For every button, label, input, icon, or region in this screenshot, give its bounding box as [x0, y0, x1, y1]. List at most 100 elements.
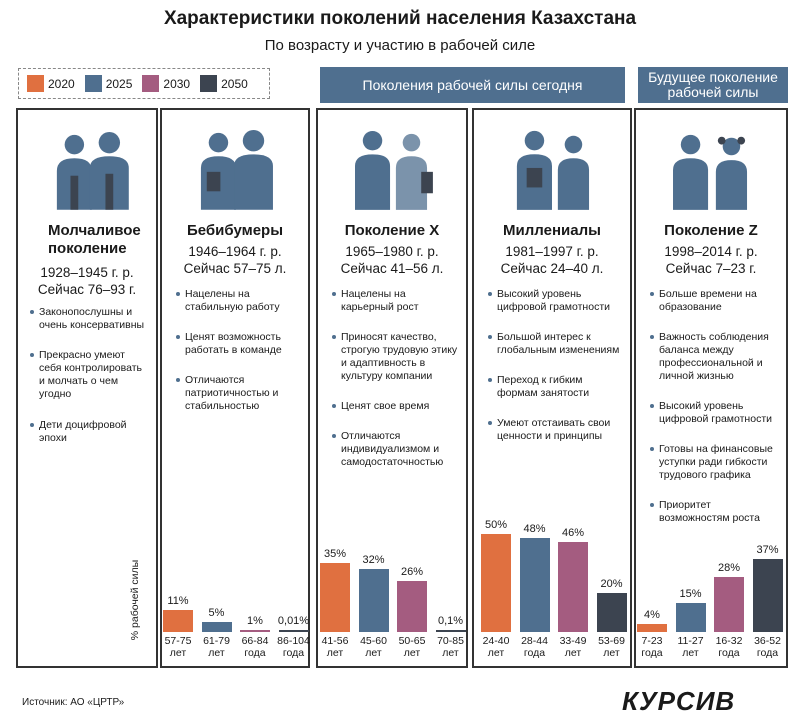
trait-item: Отличаются патриотичностью и стабильност…: [176, 374, 302, 413]
logo: КУРСИВ: [622, 686, 736, 716]
bar: [637, 624, 667, 632]
generation-name: Молчаливое поколение: [48, 222, 141, 257]
bar-category-unit: лет: [603, 647, 620, 659]
panel-boomers: Бебибумеры 1946–1964 г. р. Сейчас 57–75 …: [160, 108, 310, 668]
trait-item: Переход к гибким формам занятости: [488, 374, 624, 400]
people-icon: [673, 134, 748, 210]
bar-category-label: 16-32 года: [707, 635, 751, 659]
chart-subtitle: По возрасту и участию в рабочей силе: [264, 37, 536, 54]
banner-future: Будущее поколение рабочей силы: [638, 67, 788, 103]
source-note: Источник: АО «ЦРТР»: [22, 697, 125, 708]
y-axis-label: % рабочей силы: [128, 560, 142, 640]
legend-label-2030: 2030: [163, 76, 191, 91]
bar: [519, 537, 550, 632]
generation-age-now: Сейчас 76–93 г.: [37, 282, 137, 297]
trait-item: Высокий уровень цифровой грамотности: [488, 288, 624, 314]
bar-value-label: 5%: [208, 607, 225, 620]
trait-item: Дети доцифровой эпохи: [30, 419, 150, 445]
bar-value-label: 0,01%: [277, 615, 310, 627]
generation-years: 1981–1997 г. р.: [505, 244, 599, 259]
bar-category-label: 33-49 лет: [551, 635, 595, 659]
generation-years: 1965–1980 г. р.: [345, 244, 439, 259]
legend-swatch-2050: [200, 75, 218, 92]
bar-category-label: 41-56 лет: [313, 635, 357, 659]
bar-category-unit: года: [641, 647, 663, 659]
generation-age-now: Сейчас 57–75 л.: [183, 261, 287, 276]
bar: [752, 559, 783, 632]
bar-category-label: 86-104 года: [272, 635, 316, 659]
bar-category-unit: лет: [487, 647, 505, 659]
bar-value-label: 0,1%: [437, 615, 464, 627]
bar-value-label: 1%: [247, 615, 263, 627]
trait-item: Готовы на финансовые уступки ради гибкос…: [650, 443, 780, 482]
generation-age-now: Сейчас 24–40 л.: [500, 261, 604, 276]
bar-category-label: 57-75 лет: [156, 635, 200, 659]
bar-value-label: 26%: [400, 566, 424, 579]
traits-list: Высокий уровень цифровой грамотности Бол…: [488, 288, 624, 460]
trait-item: Прекрасно умеют себя контролировать и мо…: [30, 349, 150, 401]
trait-item: Ценят возможность работать в команде: [176, 331, 302, 357]
bar-category-unit: лет: [365, 647, 382, 659]
generation-age-now: Сейчас 41–56 л.: [340, 261, 444, 276]
bar-value-label: 37%: [756, 544, 779, 557]
generation-name: Поколение X: [344, 222, 440, 239]
bar: [320, 563, 350, 632]
generation-years: 1998–2014 г. р.: [664, 244, 758, 259]
trait-item: Умеют отстаивать свои ценности и принцип…: [488, 417, 624, 443]
bar-category-unit: года: [523, 647, 546, 659]
generation-name: Бебибумеры: [186, 222, 284, 239]
generation-years: 1946–1964 г. р.: [188, 244, 282, 259]
people-icon: [355, 130, 433, 210]
legend-label-2050: 2050: [221, 76, 248, 91]
bar-value-label: 32%: [362, 554, 385, 567]
bar: [240, 630, 270, 632]
bar-category-unit: лет: [326, 647, 344, 659]
generation-name: Поколение Z: [664, 222, 758, 239]
bar: [358, 569, 389, 632]
generation-name: Миллениалы: [503, 222, 601, 239]
bar-category-label: 7-23 года: [630, 635, 674, 659]
chart-title: Характеристики поколений населения Казах…: [163, 8, 637, 29]
bar-value-label: 15%: [679, 587, 702, 600]
banner-today: Поколения рабочей силы сегодня: [320, 67, 625, 103]
legend-item-2020: 2020: [27, 75, 75, 92]
trait-item: Высокий уровень цифровой грамотности: [650, 400, 780, 426]
legend-item-2025: 2025: [84, 75, 132, 92]
bar-category-label: 66-84 года: [233, 635, 277, 659]
bar-value-label: 20%: [600, 577, 623, 590]
trait-item: Нацелены на стабильную работу: [176, 288, 302, 314]
bar-value-label: 4%: [644, 609, 660, 622]
traits-list: Нацелены на карьерный рост Приносят каче…: [332, 288, 460, 486]
bar-value-label: 50%: [484, 519, 508, 531]
bar-category-unit: лет: [169, 647, 187, 659]
bar-category-label: 36-52 года: [746, 635, 790, 659]
trait-item: Законопослушны и очень консервативны: [30, 306, 150, 332]
bar: [714, 577, 744, 632]
bar-category-unit: года: [756, 647, 779, 659]
bar: [558, 541, 588, 632]
trait-item: Отличаются индивидуализмом и самодостато…: [332, 430, 460, 469]
legend: 2020 2025 2030 2050: [18, 68, 270, 99]
generation-age-now: Сейчас 7–23 г.: [665, 261, 757, 276]
bar-value-label: 46%: [561, 526, 585, 539]
bar-category-label: 70-85 лет: [429, 635, 473, 659]
bar-category-unit: лет: [403, 647, 421, 659]
bar-category-unit: лет: [564, 647, 582, 659]
traits-list: Нацелены на стабильную работу Ценят возм…: [176, 288, 302, 430]
bar-category-unit: года: [282, 647, 305, 659]
bar-value-label: 11%: [167, 595, 189, 608]
bar: [435, 630, 466, 632]
trait-item: Приносят качество, строгую трудовую этик…: [332, 331, 460, 383]
bar-value-label: 48%: [523, 522, 546, 535]
trait-item: Нацелены на карьерный рост: [332, 288, 460, 314]
bar-category-label: 45-60 лет: [352, 635, 396, 659]
legend-label-2020: 2020: [48, 76, 75, 91]
trait-item: Больше времени на образование: [650, 288, 780, 314]
bar-value-label: 35%: [323, 548, 347, 561]
bar: [596, 592, 627, 632]
bar: [397, 581, 427, 632]
generation-years: 1928–1945 г. р.: [40, 265, 134, 280]
bar-category-label: 53-69 лет: [590, 635, 634, 659]
bar: [278, 630, 309, 632]
trait-item: Приоритет возможностям роста: [650, 499, 780, 525]
